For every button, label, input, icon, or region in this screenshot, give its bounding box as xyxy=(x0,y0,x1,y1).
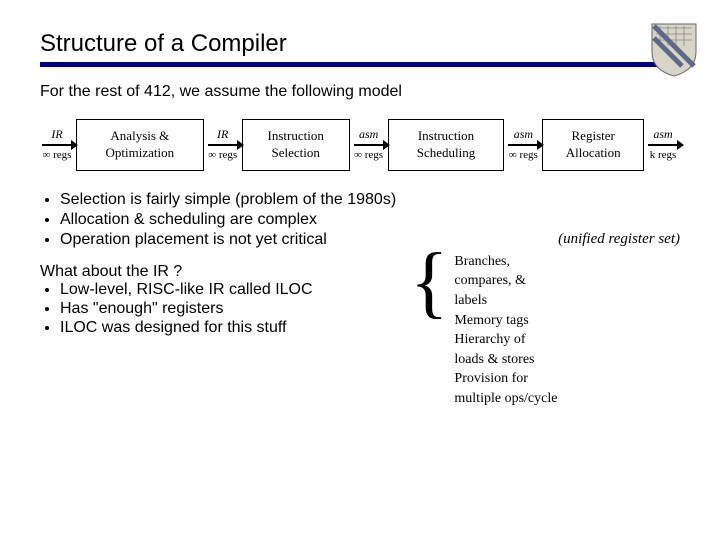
arrow-top-label: asm xyxy=(514,128,533,141)
arrow-icon xyxy=(208,144,238,146)
bullet-item: Selection is fairly simple (problem of t… xyxy=(60,191,680,209)
title-underline xyxy=(40,62,680,67)
arrow-bottom-label: k regs xyxy=(650,149,677,161)
pipeline-arrow: IR ∞ regs xyxy=(40,128,74,161)
arrow-icon xyxy=(648,144,678,146)
aside-unified: (unified register set) xyxy=(558,231,680,248)
bullet-text: Operation placement is not yet critical xyxy=(60,231,327,248)
bullet-item: Operation placement is not yet critical … xyxy=(60,231,680,249)
bullet-text: Selection is fairly simple (problem of t… xyxy=(60,191,396,208)
arrow-top-label: asm xyxy=(359,128,378,141)
bullet-text: Has "enough" registers xyxy=(60,300,223,317)
stage-label: Instruction Selection xyxy=(268,128,324,160)
bullet-item: Has "enough" registers xyxy=(60,300,680,318)
arrow-top-label: IR xyxy=(51,128,62,141)
pipeline-arrow: asm k regs xyxy=(646,128,680,161)
brace-list: Branches, compares, & labels Memory tags… xyxy=(454,246,558,409)
bullet-text: Allocation & scheduling are complex xyxy=(60,211,317,228)
ir-heading: What about the IR ? xyxy=(40,263,680,281)
stage-label: Instruction Scheduling xyxy=(417,128,476,160)
arrow-icon xyxy=(508,144,538,146)
pipeline-arrow: IR ∞ regs xyxy=(206,128,240,161)
page-title: Structure of a Compiler xyxy=(40,30,680,58)
pipeline-stage: Analysis & Optimization xyxy=(76,119,204,171)
bullet-item: Allocation & scheduling are complex xyxy=(60,211,680,229)
brace-item: Hierarchy of loads & stores xyxy=(454,330,558,369)
arrow-bottom-label: ∞ regs xyxy=(509,149,538,161)
pipeline-diagram: IR ∞ regs Analysis & Optimization IR ∞ r… xyxy=(40,119,680,171)
arrow-top-label: IR xyxy=(217,128,228,141)
main-bullets: Selection is fairly simple (problem of t… xyxy=(60,191,680,249)
pipeline-stage: Instruction Scheduling xyxy=(388,119,505,171)
arrow-bottom-label: ∞ regs xyxy=(354,149,383,161)
arrow-icon xyxy=(354,144,384,146)
arrow-bottom-label: ∞ regs xyxy=(43,149,72,161)
brace-item: Memory tags xyxy=(454,311,558,331)
intro-text: For the rest of 412, we assume the follo… xyxy=(40,83,680,101)
ir-bullets: Low-level, RISC-like IR called ILOC Has … xyxy=(60,281,680,337)
brace-item: Provision for multiple ops/cycle xyxy=(454,369,558,408)
brace-icon: { xyxy=(410,246,448,318)
arrow-icon xyxy=(42,144,72,146)
bullet-item: Low-level, RISC-like IR called ILOC xyxy=(60,281,680,299)
pipeline-stage: Register Allocation xyxy=(542,119,644,171)
shield-logo xyxy=(650,22,698,78)
pipeline-stage: Instruction Selection xyxy=(242,119,350,171)
pipeline-arrow: asm ∞ regs xyxy=(506,128,540,161)
pipeline-arrow: asm ∞ regs xyxy=(352,128,386,161)
arrow-bottom-label: ∞ regs xyxy=(208,149,237,161)
arrow-top-label: asm xyxy=(653,128,672,141)
brace-item: Branches, compares, & labels xyxy=(454,252,558,311)
stage-label: Analysis & Optimization xyxy=(106,128,175,160)
brace-section: { Branches, compares, & labels Memory ta… xyxy=(410,246,558,409)
stage-label: Register Allocation xyxy=(566,128,621,160)
bullet-item: ILOC was designed for this stuff xyxy=(60,319,680,337)
